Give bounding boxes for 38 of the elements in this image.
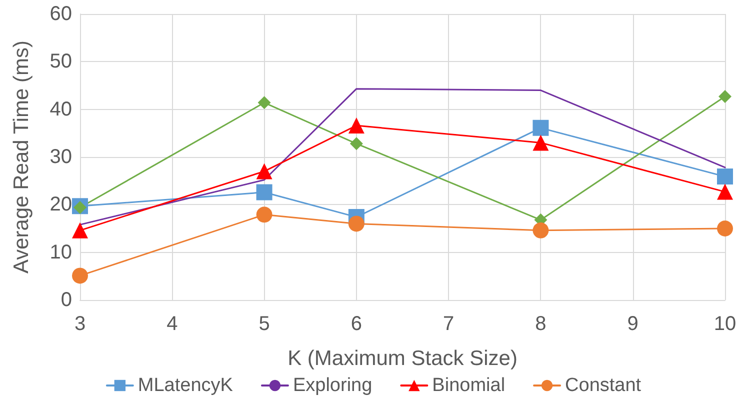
x-tick-label: 10 bbox=[714, 313, 736, 335]
point bbox=[532, 120, 549, 136]
point bbox=[348, 216, 364, 232]
x-tick-label: 6 bbox=[350, 313, 362, 335]
point bbox=[350, 137, 363, 150]
x-tick-label: 4 bbox=[166, 313, 178, 335]
x-tick-label: 7 bbox=[443, 313, 454, 335]
point bbox=[718, 90, 732, 103]
legend-label: MLatencyK bbox=[138, 375, 234, 396]
y-tick-label: 30 bbox=[50, 146, 72, 168]
y-tick-label: 10 bbox=[50, 241, 72, 264]
point bbox=[72, 268, 88, 284]
legend-label: Binomial bbox=[432, 375, 506, 396]
point bbox=[72, 222, 88, 238]
y-tick-label: 0 bbox=[60, 289, 72, 311]
x-tick-label: 3 bbox=[74, 313, 86, 335]
y-tick-label: 50 bbox=[50, 50, 72, 73]
point bbox=[532, 222, 549, 238]
y-tick-label: 60 bbox=[50, 3, 72, 25]
point bbox=[532, 134, 549, 151]
point bbox=[348, 118, 364, 134]
x-axis-title: K (Maximum Stack Size) bbox=[288, 347, 518, 370]
legend-label: Constant bbox=[565, 375, 642, 396]
y-tick-label: 40 bbox=[50, 98, 72, 120]
y-tick-label: 20 bbox=[50, 194, 72, 216]
point bbox=[258, 96, 271, 110]
point bbox=[256, 163, 272, 180]
point bbox=[717, 168, 733, 185]
legend-label: Exploring bbox=[292, 375, 372, 396]
y-axis-title: Average Read Time (ms) bbox=[10, 40, 33, 274]
point bbox=[717, 184, 733, 200]
x-tick-label: 8 bbox=[535, 313, 546, 335]
point bbox=[256, 184, 272, 200]
point bbox=[717, 220, 733, 236]
point bbox=[74, 201, 86, 214]
point bbox=[256, 206, 272, 223]
x-tick-label: 9 bbox=[627, 313, 638, 335]
x-tick-label: 5 bbox=[258, 313, 270, 335]
